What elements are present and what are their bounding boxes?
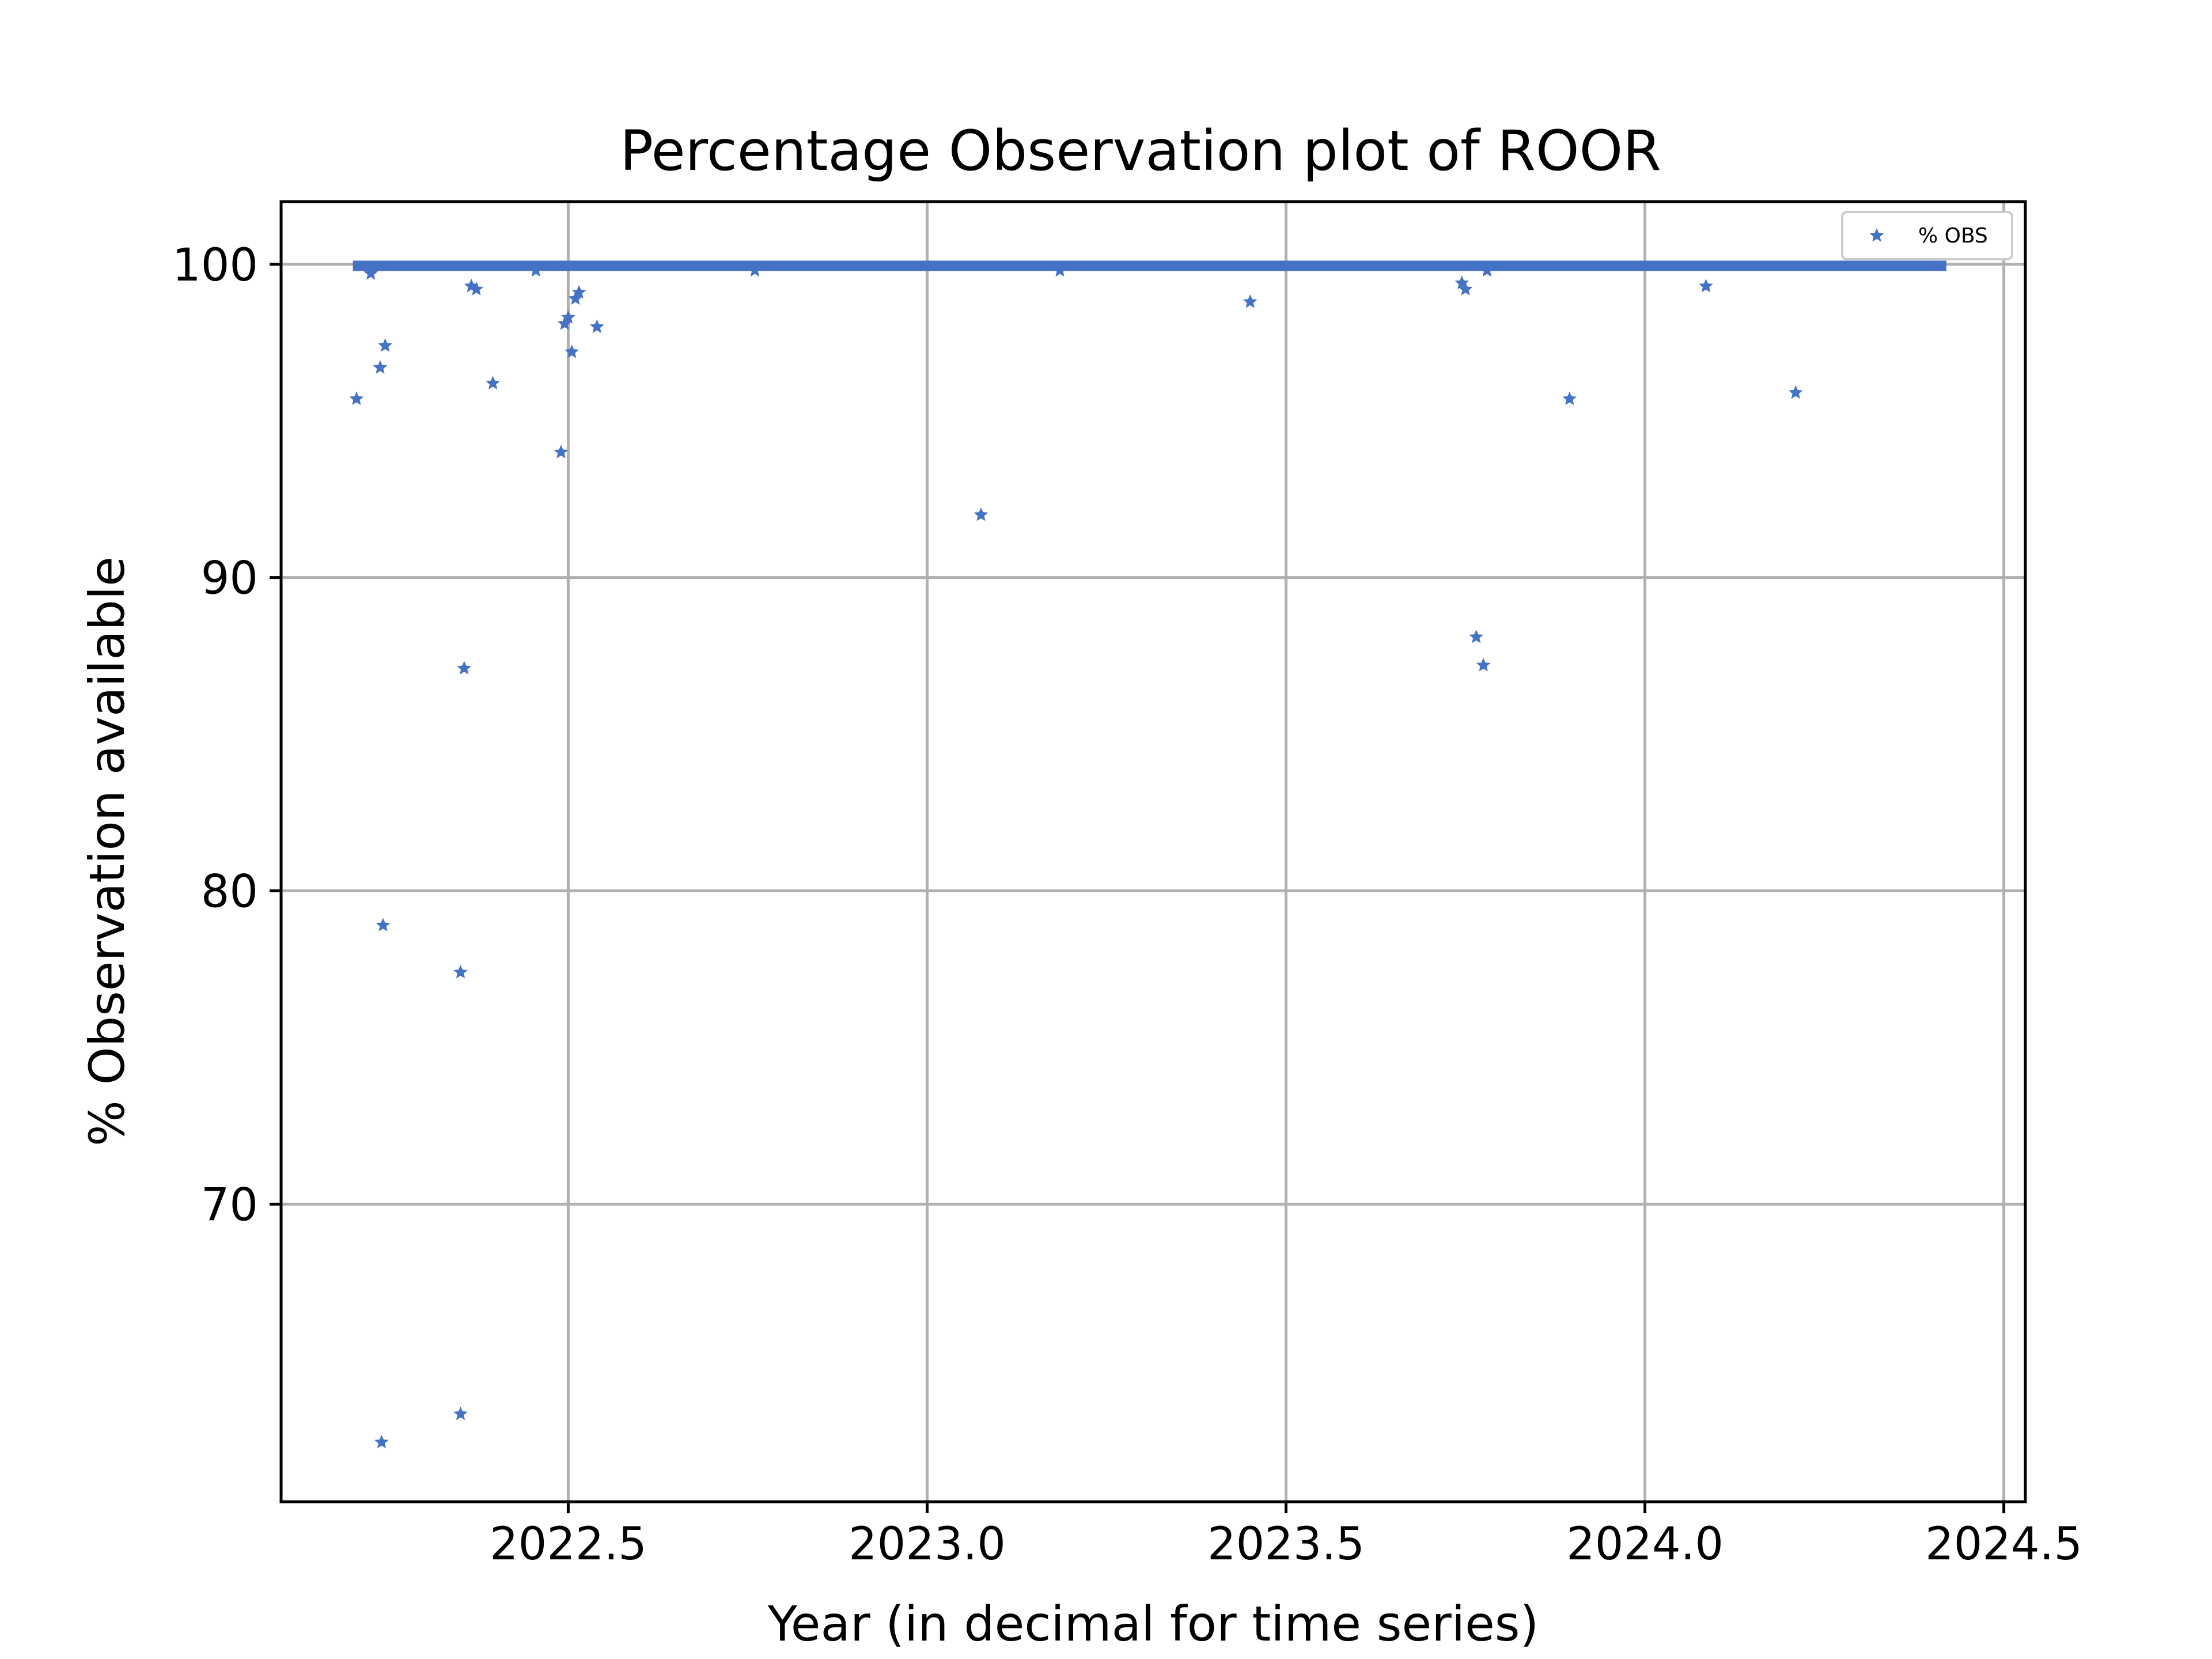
data-point [554,445,569,459]
y-tick-label: 70 [201,1179,258,1231]
legend-marker [1869,228,1884,242]
x-tick-label: 2022.5 [490,1518,647,1570]
data-point [376,918,391,931]
x-axis-label: Year (in decimal for time series) [767,1596,1539,1652]
axes-ticks: 2022.5 2023.0 2023.5 2024.0 2024.5 70 80 90 100 [172,240,2082,1570]
baseline-points-band [353,260,1946,271]
y-tick-label: 80 [201,866,258,918]
x-tick-label: 2024.5 [1925,1518,2082,1570]
data-point [529,263,543,277]
y-tick-label: 100 [172,240,258,291]
data-point [1469,630,1484,643]
data-point [374,1434,389,1449]
x-tick-label: 2023.0 [849,1518,1006,1570]
data-point [1562,391,1577,406]
series-layer [349,260,1946,1449]
data-point [1476,657,1491,672]
data-point [748,263,762,277]
data-point [1243,294,1257,308]
data-point [486,376,500,389]
data-point [453,964,468,979]
data-point [1480,263,1494,277]
x-tick-label: 2024.0 [1566,1518,1724,1570]
data-point [565,344,579,358]
data-point [561,310,575,324]
data-point [457,661,472,675]
legend-label: % OBS [1918,224,1988,248]
legend: % OBS [1841,211,2013,260]
data-point [974,507,988,521]
x-tick-label: 2023.5 [1207,1518,1365,1570]
data-point [469,282,484,296]
data-point [589,319,604,334]
data-point [1052,263,1067,277]
legend-box [1841,211,2013,260]
legend-marker-star [1869,228,1884,242]
data-point [571,285,586,299]
y-axis-label: % Observation available [79,556,135,1146]
data-point [378,338,392,352]
data-point [1788,385,1803,399]
plot-area-frame [279,200,2027,1503]
data-point [1699,278,1713,293]
data-point [363,266,378,280]
data-point [453,1406,468,1421]
data-point [349,391,364,406]
data-point [373,360,388,374]
chart-title: Percentage Observation plot of ROOR [620,119,1661,183]
data-point [1458,282,1473,296]
y-tick-label: 90 [201,553,258,605]
